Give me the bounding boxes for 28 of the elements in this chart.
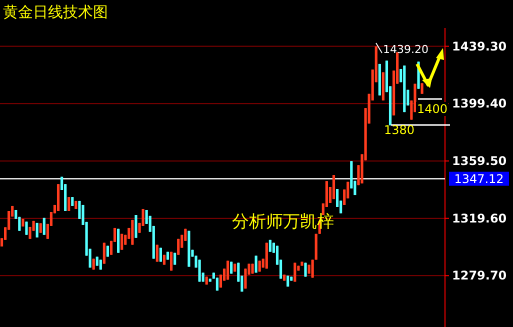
candlestick bbox=[226, 260, 230, 280]
y-tick-label: 1359.50 bbox=[452, 154, 507, 168]
chart-title: 黄金日线技术图 bbox=[3, 3, 108, 21]
annotation: 1380 bbox=[384, 123, 415, 137]
candlestick bbox=[42, 217, 46, 236]
candlestick bbox=[420, 82, 424, 94]
y-tick-label: 1399.40 bbox=[452, 96, 507, 111]
candlestick bbox=[311, 259, 314, 278]
ref-line-label: 1347.12 bbox=[454, 172, 504, 186]
candlestick bbox=[102, 242, 106, 264]
y-tick-label: 1279.70 bbox=[452, 268, 507, 283]
candlestick bbox=[68, 196, 70, 212]
y-tick-label: 1319.60 bbox=[452, 211, 507, 226]
candlestick bbox=[96, 256, 98, 266]
candlestick bbox=[244, 268, 247, 290]
candlestick bbox=[39, 222, 42, 234]
candlestick bbox=[254, 255, 258, 274]
candlestick bbox=[36, 222, 38, 238]
annotation: 1439.20 bbox=[383, 43, 428, 56]
candlestick bbox=[177, 238, 180, 256]
candlestick bbox=[198, 259, 201, 282]
candlestick bbox=[304, 262, 307, 278]
y-tick-label: 1439.30 bbox=[452, 39, 507, 54]
candlestick bbox=[134, 214, 138, 238]
candlestick bbox=[120, 233, 124, 250]
annotation: 1400 bbox=[417, 102, 448, 116]
candlestick bbox=[294, 262, 296, 282]
annotation: 分析师万凯梓 bbox=[232, 212, 334, 232]
